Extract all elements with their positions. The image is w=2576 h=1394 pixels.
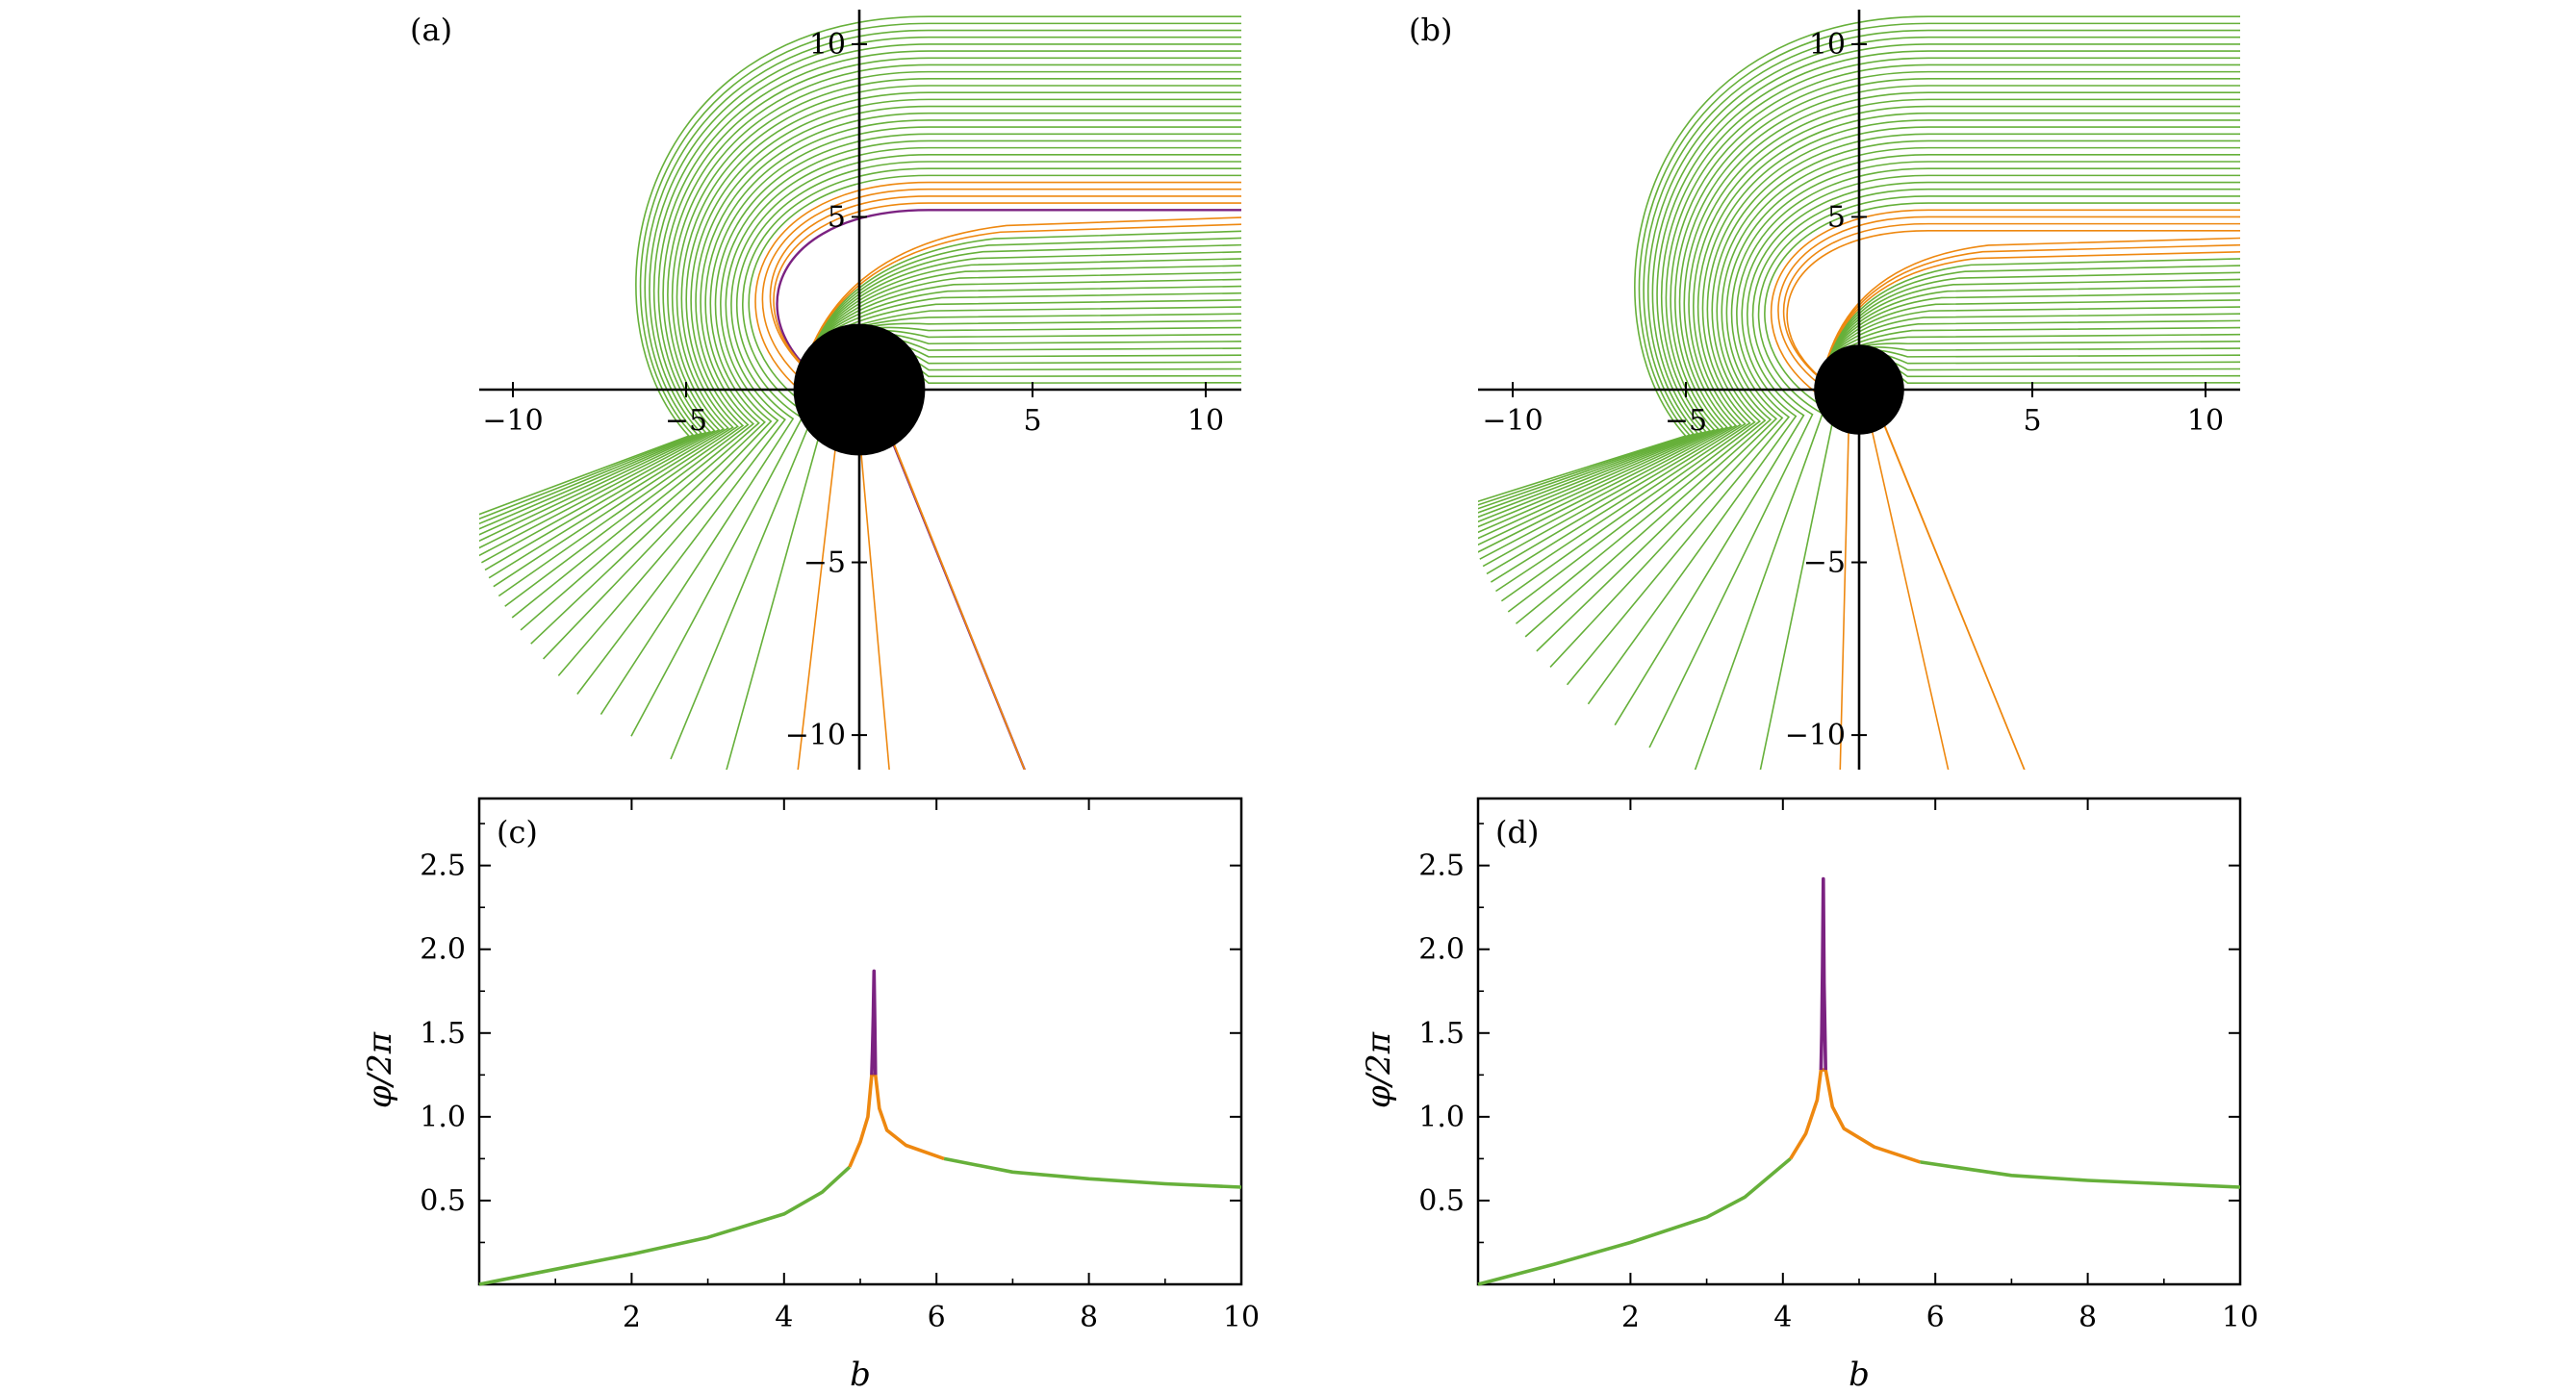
panel-d-ylabel: φ/2π [1360, 1031, 1398, 1108]
panel-b-ray [1478, 36, 2240, 514]
panel-b-x-tick-label: 5 [2023, 404, 2041, 438]
panel-a-ray [481, 70, 1241, 564]
panel-b-y-tick-label: 10 [1809, 28, 1846, 62]
panel-d-series-green [1920, 1160, 2241, 1189]
panel-a-ray [479, 15, 1241, 516]
panel-c-y-tick-label: 1.0 [420, 1101, 466, 1134]
panel-a-ray [479, 36, 1241, 530]
panel-c-ylabel: φ/2π [361, 1031, 399, 1108]
panel-a-x-tick-label: 10 [1187, 404, 1224, 438]
panel-c-deflection-plot: 2 4 6 8 10 0.5 1.0 1.5 2.0 2.5 (c) b φ/2π [361, 797, 1260, 1394]
panel-b-y-tick-label: −5 [1803, 546, 1846, 580]
panel-a-ray [479, 63, 1241, 557]
panel-d-x-tick-label: 6 [1926, 1301, 1945, 1334]
panel-b-ray [1478, 70, 2240, 540]
panel-c-y-tick-label: 0.5 [420, 1184, 466, 1218]
panel-c-y-tick-label: 2.5 [420, 849, 466, 883]
panel-b-y-tick-label: −10 [1785, 719, 1846, 752]
panel-d-x-tick-label: 2 [1621, 1301, 1640, 1334]
panel-b-ray [1826, 299, 2240, 359]
panel-d-y-tick-label: 2.0 [1418, 933, 1465, 967]
panel-d-y-tick-label: 2.5 [1418, 849, 1465, 883]
panel-c-x-tick-label: 2 [623, 1301, 641, 1334]
panel-b-x-tick-label: −10 [1482, 404, 1543, 438]
panel-a-ray [812, 271, 1241, 344]
panel-a-ray [812, 278, 1241, 344]
panel-b-ray [1587, 174, 2240, 705]
panel-c-series-green [478, 1165, 852, 1286]
panel-b-ray [1826, 313, 2240, 359]
panel-c-label: (c) [497, 814, 538, 850]
panel-a-ray [812, 230, 1241, 344]
panel-d-label: (d) [1495, 814, 1539, 850]
panel-b-x-tick-label: 10 [2187, 404, 2224, 438]
panel-b-ray [1566, 167, 2240, 686]
panel-b-ray [1478, 50, 2240, 523]
panel-a-ray [812, 223, 1241, 344]
panel-d-deflection-plot: 2 4 6 8 10 0.5 1.0 1.5 2.0 2.5 (d) b φ/2π [1360, 797, 2258, 1394]
panel-b-label: (b) [1409, 12, 1452, 48]
panel-a-ray [812, 250, 1241, 344]
panel-b-ray [1826, 306, 2240, 359]
panel-a-y-tick-label: −10 [785, 719, 846, 752]
panel-a-trajectories: −10 −5 5 10 −10 −5 5 10 (a) [410, 10, 1241, 770]
panel-b-ray [1826, 278, 2240, 359]
panel-b-ray [1614, 181, 2240, 726]
panel-a-x-tick-label: −10 [482, 404, 543, 438]
panel-d-series [1477, 876, 2241, 1286]
panel-d-xlabel: b [1849, 1356, 1870, 1394]
panel-b-ray [1478, 22, 2240, 506]
panel-b-y-tick-label: 5 [1827, 200, 1846, 234]
panel-a-y-tick-label: −5 [803, 546, 846, 580]
panel-d-y-tick-label: 1.0 [1418, 1101, 1465, 1134]
panel-a-x-tick-label: 5 [1023, 404, 1041, 438]
panel-a-ray [479, 29, 1241, 525]
panel-b-trajectories: −10 −5 5 10 −10 −5 5 10 (b) [1409, 10, 2240, 770]
panel-a-y-tick-label: 10 [809, 28, 846, 62]
panel-a-ray [812, 237, 1241, 344]
panel-d-x-tick-label: 8 [2079, 1301, 2097, 1334]
panel-c-x-tick-label: 4 [775, 1301, 793, 1334]
panel-b-x-tick-label: −5 [1665, 404, 1707, 438]
panel-d-y-tick-label: 1.5 [1418, 1017, 1465, 1051]
panel-a-axes: −10 −5 5 10 −10 −5 5 10 [479, 10, 1241, 770]
panel-b-ray [1826, 237, 2240, 359]
panel-a-ray [479, 22, 1241, 520]
panel-c-y-tick-label: 2.0 [420, 933, 466, 967]
panel-a-y-tick-label: 5 [828, 200, 846, 234]
panel-b-ray [1478, 57, 2240, 528]
panel-c-x-tick-label: 10 [1223, 1301, 1260, 1334]
panel-c-xlabel: b [850, 1356, 871, 1394]
panel-c-ticks: 2 4 6 8 10 0.5 1.0 1.5 2.0 2.5 [420, 798, 1260, 1334]
panel-b-axes: −10 −5 5 10 −10 −5 5 10 [1478, 10, 2240, 770]
panel-c-series-purple [870, 969, 878, 1076]
panel-a-ray [479, 43, 1241, 536]
panel-a-ray [812, 216, 1241, 344]
panel-d-ticks: 2 4 6 8 10 0.5 1.0 1.5 2.0 2.5 [1418, 798, 2258, 1334]
panel-c-series-green [943, 1156, 1242, 1189]
panel-b-ray [1478, 43, 2240, 519]
panel-a-label: (a) [410, 12, 452, 48]
panel-a-ray [812, 265, 1241, 344]
panel-d-x-tick-label: 4 [1773, 1301, 1792, 1334]
panel-c-x-tick-label: 6 [928, 1301, 946, 1334]
panel-a-x-tick-label: −5 [665, 404, 707, 438]
panel-d-x-tick-label: 10 [2222, 1301, 2258, 1334]
panel-b-ray [1826, 285, 2240, 359]
panel-a-ray [479, 57, 1241, 549]
panel-a-ray [812, 258, 1241, 344]
panel-c-y-tick-label: 1.5 [420, 1017, 466, 1051]
panel-b-ray [1478, 15, 2240, 503]
panel-d-series-purple [1819, 876, 1827, 1071]
panel-c-x-tick-label: 8 [1080, 1301, 1098, 1334]
panel-d-series-green [1477, 1157, 1792, 1286]
panel-c-series [478, 969, 1242, 1286]
panel-b-ray [1826, 291, 2240, 359]
panel-a-ray [479, 50, 1241, 543]
panel-d-y-tick-label: 0.5 [1418, 1184, 1465, 1218]
panel-a-ray [812, 243, 1241, 344]
panel-b-ray [1478, 29, 2240, 510]
